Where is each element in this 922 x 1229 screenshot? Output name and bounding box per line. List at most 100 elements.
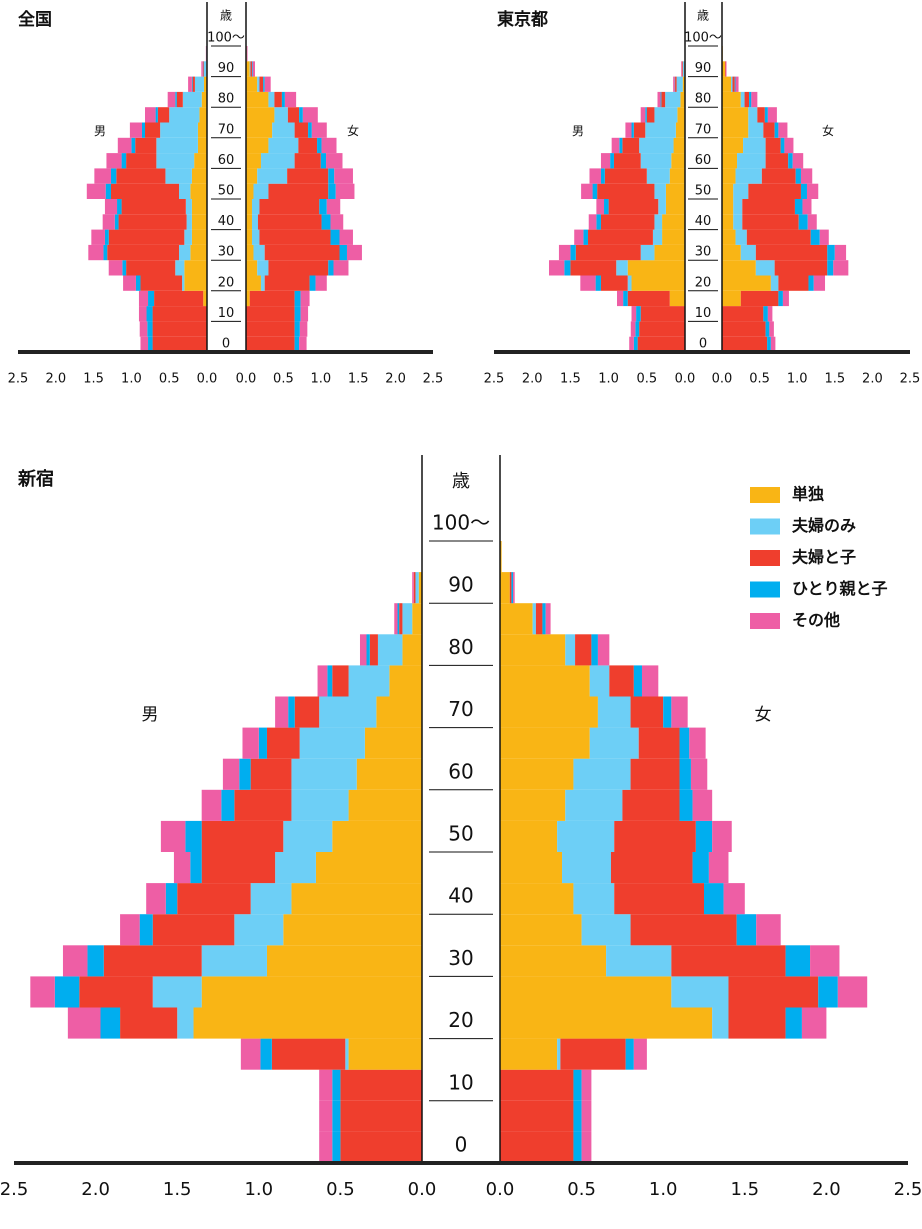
female-bar (722, 306, 764, 322)
male-bar (619, 137, 623, 154)
male-bar (332, 1131, 341, 1163)
female-bar (819, 229, 829, 245)
male-bar (631, 122, 634, 138)
male-bar (669, 290, 685, 307)
male-bar (107, 244, 180, 261)
female-bar (246, 107, 275, 123)
male-bar (681, 61, 683, 77)
male-bar (138, 306, 147, 322)
female-bar (800, 183, 807, 199)
female-bar (663, 696, 672, 728)
female-bar (542, 603, 546, 635)
x-tick-label: 2.0 (522, 372, 543, 387)
female-bar (734, 76, 736, 92)
female-bar (573, 1069, 582, 1101)
female-bar (808, 275, 814, 291)
legend-label: 単独 (792, 485, 824, 504)
female-bar (321, 137, 337, 154)
female-bar (246, 183, 254, 199)
female-bar (500, 696, 598, 728)
male-bar (299, 727, 365, 759)
male-bar (646, 168, 670, 184)
legend-label: その他 (792, 611, 840, 630)
male-bar (266, 727, 300, 759)
female-bar (252, 61, 255, 77)
x-tick-label: 0.5 (159, 372, 180, 387)
male-bar (275, 852, 316, 884)
female-bar (591, 634, 598, 666)
male-bar (583, 229, 588, 245)
x-tick-label: 0.0 (675, 372, 696, 387)
male-bar (184, 275, 207, 291)
male-bar (121, 199, 186, 215)
male-bar (146, 306, 153, 322)
legend-label: 夫婦のみ (792, 516, 856, 535)
male-bar (167, 91, 176, 108)
male-bar (673, 137, 685, 154)
female-bar (712, 1007, 729, 1039)
male-bar (79, 976, 153, 1008)
male-bar (203, 76, 207, 92)
x-tick-label: 1.5 (824, 372, 845, 387)
female-bar (785, 945, 811, 977)
male-bar (104, 229, 109, 245)
male-bar (240, 1038, 261, 1070)
female-bar (500, 852, 563, 884)
female-bar (712, 820, 732, 852)
male-bar (131, 137, 136, 154)
male-bar (141, 122, 146, 138)
male-bar (640, 306, 685, 322)
female-bar (294, 336, 300, 352)
male-bar (193, 1007, 422, 1039)
female-bar (630, 758, 680, 790)
male-bar (110, 168, 117, 184)
female-bar (557, 820, 615, 852)
female-bar (246, 275, 261, 291)
female-bar (287, 107, 300, 123)
female-bar (346, 244, 362, 261)
female-bar (606, 945, 672, 977)
male-bar (122, 260, 127, 276)
male-bar (402, 634, 422, 666)
male-bar (676, 76, 683, 92)
female-bar (259, 229, 331, 245)
male-bar (135, 275, 141, 291)
male-bar (139, 321, 148, 337)
male-bar (266, 945, 422, 977)
x-tick-label: 1.5 (83, 372, 104, 387)
female-bar (589, 727, 639, 759)
female-bar (733, 214, 743, 230)
x-tick-label: 0.0 (236, 372, 257, 387)
female-bar (500, 820, 558, 852)
male-bar (176, 91, 183, 108)
x-tick-label: 0.5 (749, 372, 770, 387)
age-tick-label: 90 (695, 61, 712, 76)
male-bar (242, 727, 259, 759)
female-bar (545, 603, 551, 635)
female-bar (827, 260, 834, 276)
female-bar (246, 244, 254, 261)
female-bar (328, 183, 336, 199)
male-bar (675, 76, 677, 92)
female-bar (728, 1007, 786, 1039)
female-bar (813, 275, 826, 291)
female-bar (722, 244, 741, 261)
female-bar (671, 945, 786, 977)
x-tick-label: 0.5 (273, 372, 294, 387)
male-bar (123, 275, 136, 291)
female-bar (300, 306, 309, 322)
x-tick-label: 0.5 (567, 1179, 596, 1200)
male-bar (184, 229, 192, 245)
female-bar (250, 61, 252, 77)
female-bar (774, 260, 828, 276)
x-tick-label: 2.0 (45, 372, 66, 387)
male-bar (610, 153, 614, 169)
female-bar (589, 665, 610, 697)
female-bar (756, 914, 781, 946)
legend-swatch (750, 613, 780, 629)
female-bar (722, 122, 749, 138)
female-bar (742, 199, 795, 215)
male-bar (194, 153, 207, 169)
male-bar (91, 229, 105, 245)
